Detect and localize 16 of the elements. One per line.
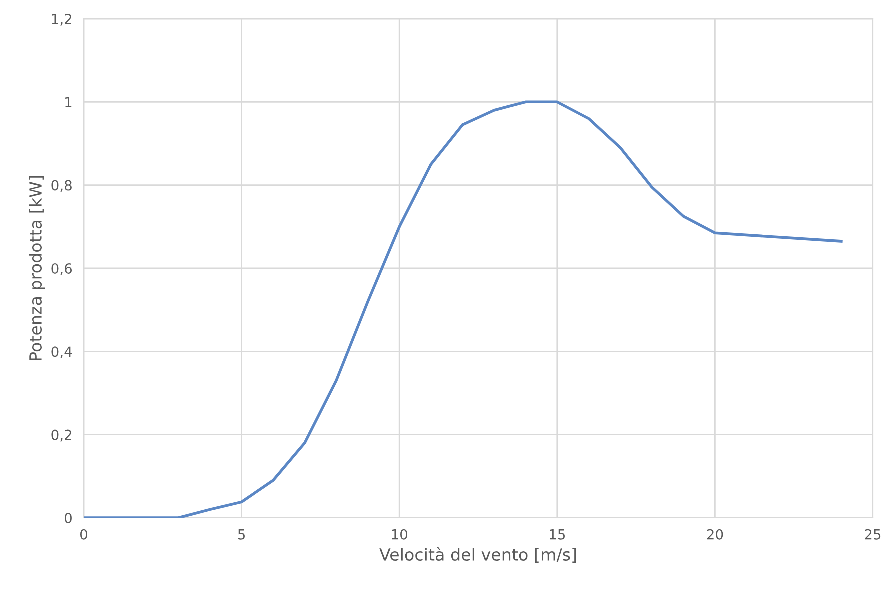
y-tick-label: 1,2 (52, 14, 72, 26)
y-tick-label: 0 (64, 512, 72, 524)
x-tick-label: 10 (392, 529, 408, 540)
x-tick-label: 5 (238, 530, 246, 540)
line-series (84, 100, 843, 518)
x-tick-label: 0 (80, 529, 88, 540)
y-axis-title: Potenza prodotta [kW] (29, 176, 46, 360)
x-tick-label: 25 (865, 529, 881, 540)
y-tick-label: 1 (66, 97, 72, 108)
x-tick-label: 15 (550, 530, 566, 540)
y-tick-label: 0,4 (52, 346, 72, 359)
x-axis-title: Velocità del vento [m/s] (380, 547, 576, 563)
y-tick-label: 0,8 (52, 180, 72, 192)
y-tick-label: 0,2 (52, 430, 72, 442)
x-tick-label: 20 (707, 529, 724, 540)
y-tick-label: 0,6 (52, 263, 72, 276)
